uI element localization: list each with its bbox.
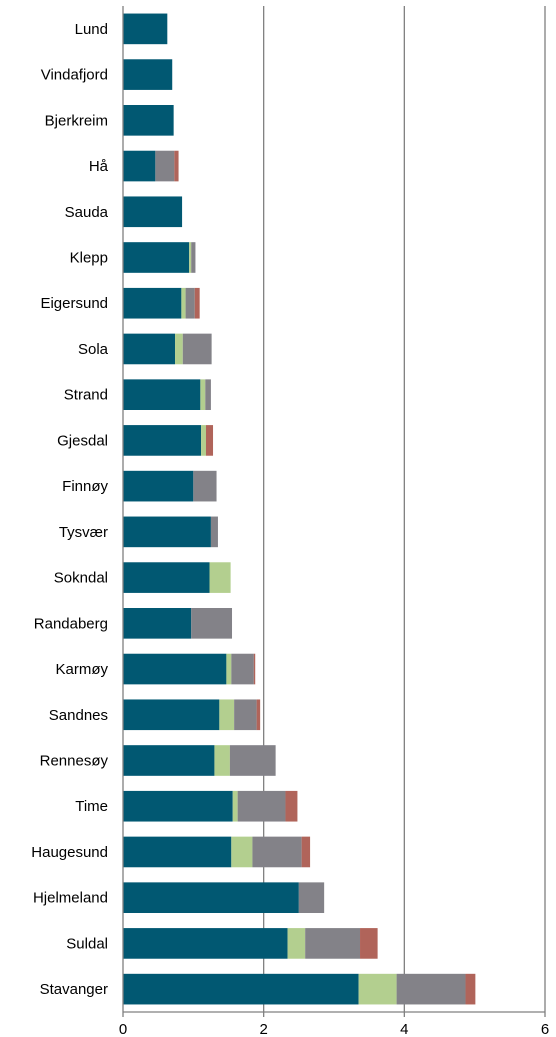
category-label-Time: Time	[75, 798, 108, 815]
bar-Sandnes-segment-2	[219, 699, 235, 731]
bar-Sandnes-segment-3	[234, 699, 257, 731]
bar-Sandnes-segment-1	[123, 699, 220, 731]
bar-Klepp-segment-3	[191, 242, 196, 273]
bar-Haugesund-segment-2	[231, 836, 253, 868]
bar-Karmøy-segment-4	[253, 653, 256, 685]
bar-Haugesund-segment-4	[301, 836, 311, 868]
bar-Klepp-segment-1	[123, 242, 190, 273]
bar-Stavanger-segment-1	[123, 973, 359, 1005]
bar-Time-segment-1	[123, 790, 233, 822]
category-label-Sandnes: Sandnes	[49, 707, 108, 724]
bar-Vindafjord-segment-1	[123, 59, 173, 90]
bar-Finnøy-segment-1	[123, 470, 194, 502]
axes	[122, 6, 546, 1017]
bars	[123, 13, 476, 1005]
category-label-Tysvær: Tysvær	[59, 524, 108, 541]
bar-Sokndal-segment-2	[209, 562, 231, 593]
bar-Karmøy-segment-1	[123, 653, 227, 685]
bar-Bjerkreim-segment-1	[123, 104, 174, 136]
category-label-Stavanger: Stavanger	[40, 981, 108, 998]
bar-Hjelmeland-segment-3	[298, 882, 325, 914]
category-label-Lund: Lund	[75, 21, 108, 38]
category-label-Randaberg: Randaberg	[34, 615, 108, 632]
bar-Karmøy-segment-2	[226, 653, 232, 685]
bar-Sandnes-segment-4	[256, 699, 261, 731]
bar-Strand-segment-2	[200, 379, 206, 411]
tick-label-6: 6	[541, 1021, 549, 1037]
bar-Stavanger-segment-2	[358, 973, 397, 1005]
bar-Stavanger-segment-4	[465, 973, 476, 1005]
category-label-Finnøy: Finnøy	[62, 478, 108, 495]
bar-Suldal-segment-3	[305, 928, 361, 959]
category-label-Strand: Strand	[64, 387, 108, 404]
category-label-Hjelmeland: Hjelmeland	[33, 890, 108, 907]
category-label-Sokndal: Sokndal	[54, 570, 108, 587]
bar-Rennesøy-segment-1	[123, 745, 215, 776]
bar-Gjesdal-segment-1	[123, 425, 202, 456]
category-label-Rennesøy: Rennesøy	[40, 753, 109, 770]
category-labels: Lund Vindafjord Bjerkreim Hå Sauda Klepp Eiger…	[31, 21, 108, 998]
bar-Suldal-segment-4	[360, 928, 378, 959]
bar-Hjelmeland-segment-1	[123, 882, 299, 914]
bar-Rennesøy-segment-2	[214, 745, 230, 776]
bar-Gjesdal-segment-4	[205, 425, 214, 456]
bar-Klepp-segment-2	[189, 242, 192, 273]
category-label-Hå: Hå	[89, 158, 109, 175]
category-label-Eigersund: Eigersund	[40, 295, 108, 312]
category-label-Klepp: Klepp	[70, 250, 108, 267]
bar-Eigersund-segment-1	[123, 287, 182, 319]
bar-Lund-segment-1	[123, 13, 168, 45]
bar-Sauda-segment-1	[123, 196, 183, 228]
category-label-Gjesdal: Gjesdal	[57, 432, 108, 449]
bar-Time-segment-3	[237, 790, 286, 822]
bar-Sola-segment-1	[123, 333, 176, 365]
category-label-Suldal: Suldal	[66, 935, 108, 952]
bar-Tysvær-segment-1	[123, 516, 211, 548]
category-label-Sola: Sola	[78, 341, 109, 358]
bar-Sola-segment-3	[182, 333, 212, 365]
bar-Randaberg-segment-1	[123, 607, 192, 639]
bar-Gjesdal-segment-2	[201, 425, 206, 456]
bar-Strand-segment-1	[123, 379, 201, 411]
bar-Eigersund-segment-2	[181, 287, 186, 319]
bar-Haugesund-segment-1	[123, 836, 232, 868]
bar-Time-segment-4	[285, 790, 298, 822]
bar-Karmøy-segment-3	[231, 653, 254, 685]
bar-Sola-segment-2	[175, 333, 183, 365]
bar-Randaberg-segment-3	[191, 607, 233, 639]
bar-Sokndal-segment-1	[123, 562, 210, 593]
bar-Haugesund-segment-3	[252, 836, 302, 868]
bar-Finnøy-segment-3	[193, 470, 217, 502]
bar-Hå-segment-1	[123, 150, 156, 182]
bar-Hå-segment-4	[174, 150, 179, 182]
category-label-Haugesund: Haugesund	[31, 844, 108, 861]
category-label-Bjerkreim: Bjerkreim	[45, 112, 108, 129]
bar-Tysvær-segment-3	[210, 516, 218, 548]
bar-Rennesøy-segment-3	[229, 745, 276, 776]
category-label-Sauda: Sauda	[65, 204, 109, 221]
category-label-Karmøy: Karmøy	[56, 661, 109, 678]
bar-Suldal-segment-1	[123, 928, 288, 959]
bar-Stavanger-segment-3	[396, 973, 466, 1005]
bar-Suldal-segment-2	[287, 928, 306, 959]
tick-label-2: 2	[259, 1021, 267, 1037]
tick-labels: 0 2 4 6	[119, 1021, 549, 1037]
bar-Strand-segment-3	[205, 379, 211, 411]
bar-Eigersund-segment-4	[194, 287, 200, 319]
bar-Eigersund-segment-3	[185, 287, 195, 319]
tick-label-0: 0	[119, 1021, 127, 1037]
category-label-Vindafjord: Vindafjord	[41, 67, 108, 84]
tick-label-4: 4	[400, 1021, 408, 1037]
bar-Hå-segment-3	[155, 150, 175, 182]
bar-Time-segment-2	[232, 790, 238, 822]
